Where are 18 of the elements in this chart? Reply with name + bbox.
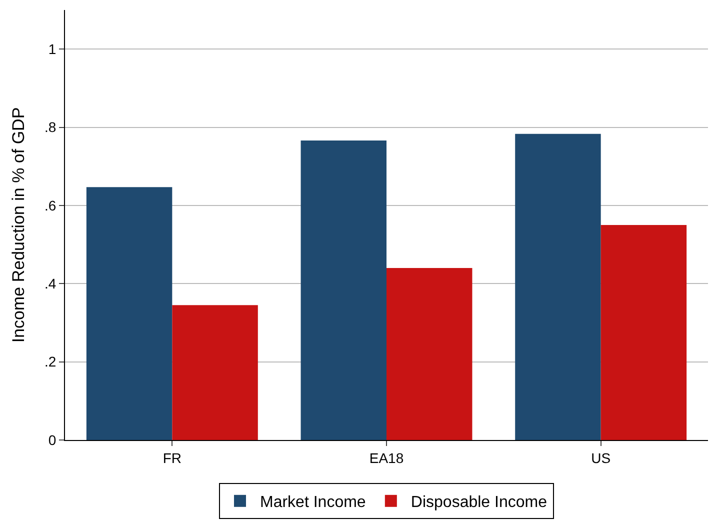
legend-label: Market Income [260,494,366,512]
legend-label: Disposable Income [410,494,548,512]
bar [515,134,601,440]
y-axis-title: Income Reduction in % of GDP [9,107,28,343]
x-tick-label: US [591,450,611,466]
y-tick-label: .2 [44,354,56,370]
bar [300,140,386,440]
bar [386,268,472,440]
y-tick-label: .8 [44,119,56,136]
bar [600,225,687,440]
y-tick-label: .4 [44,276,56,292]
bar [86,187,172,440]
y-tick-label: .6 [44,197,56,214]
y-tick-label: 1 [48,40,56,57]
x-tick-label: EA18 [369,450,404,466]
x-tick-label: FR [162,450,182,466]
bar [172,305,258,440]
y-tick-label: 0 [48,432,56,448]
